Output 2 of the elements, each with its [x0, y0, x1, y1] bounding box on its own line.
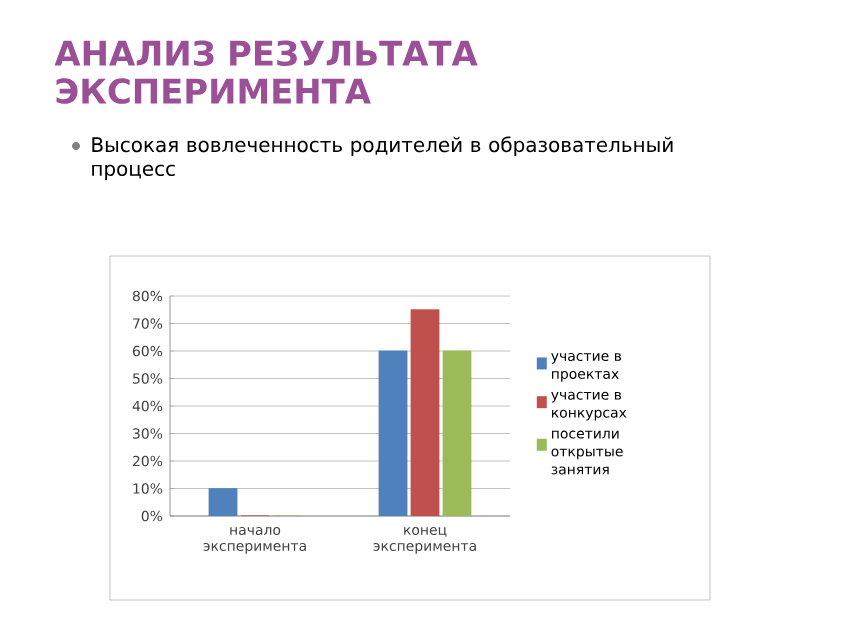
chart-title: АНАЛИЗ РЕЗУЛЬТАТА ЭКСПЕРИМЕНТА: [54, 40, 478, 104]
chart-subtitle: Высокая вовлеченность родителей в образовательный процесс: [92, 136, 673, 180]
